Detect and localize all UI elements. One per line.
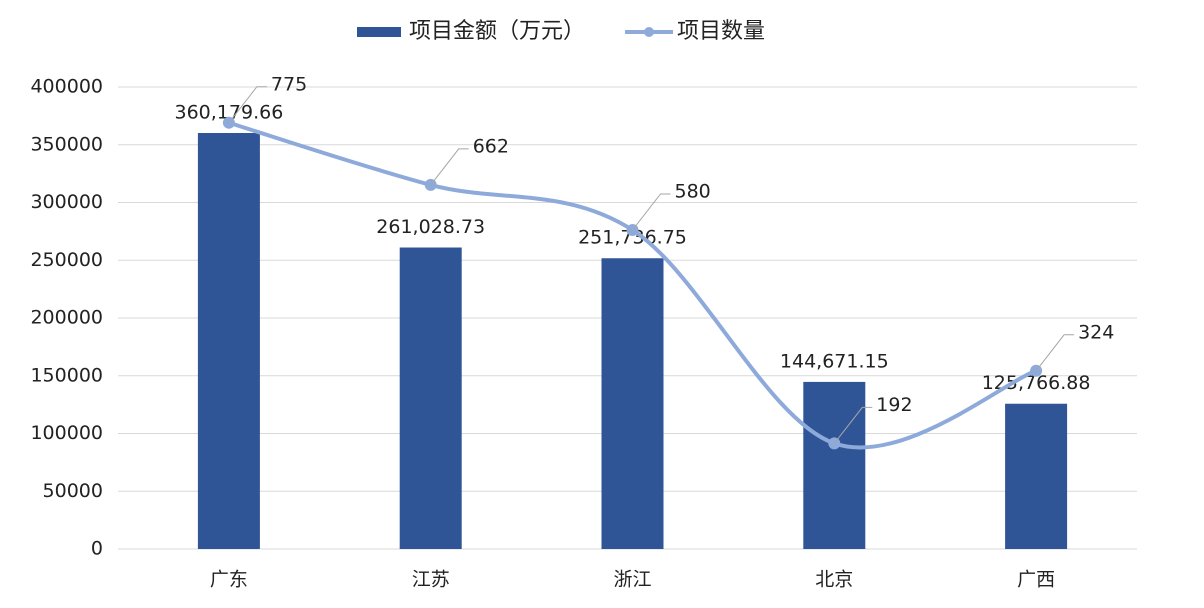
data-label: 192 — [876, 394, 912, 416]
data-label: 662 — [473, 135, 509, 157]
leader-line — [228, 86, 267, 124]
x-tick-label: 江苏 — [412, 569, 450, 591]
data-label: 144,671.15 — [780, 350, 889, 372]
legend-swatch — [644, 27, 655, 37]
legend-label: 项目金额（万元） — [409, 19, 585, 44]
y-tick-label: 300000 — [30, 191, 103, 213]
leader-line — [632, 193, 671, 231]
x-tick-label: 广东 — [210, 569, 248, 591]
x-tick-label: 广西 — [1017, 569, 1055, 591]
data-label: 580 — [675, 181, 711, 203]
bar — [803, 381, 866, 549]
data-label: 251,736.75 — [578, 227, 687, 249]
bar — [399, 247, 462, 549]
y-tick-label: 400000 — [30, 76, 103, 98]
data-label: 125,766.88 — [982, 372, 1091, 394]
legend-label: 项目数量 — [677, 19, 765, 44]
y-tick-label: 250000 — [30, 249, 103, 271]
bar — [197, 132, 260, 549]
line — [228, 120, 1037, 450]
x-tick-label: 浙江 — [613, 569, 651, 591]
y-tick-label: 0 — [91, 538, 103, 560]
y-tick-label: 50000 — [43, 480, 103, 502]
y-tick-label: 200000 — [30, 307, 103, 329]
leader-line — [430, 148, 469, 186]
data-label: 261,028.73 — [376, 216, 485, 238]
data-label: 324 — [1078, 321, 1114, 343]
y-tick-label: 100000 — [30, 422, 103, 444]
y-tick-label: 350000 — [30, 133, 103, 155]
leader-line — [1035, 334, 1075, 372]
legend-swatch — [357, 27, 401, 37]
data-label: 775 — [271, 73, 307, 95]
bar — [1005, 403, 1068, 549]
x-tick-label: 北京 — [815, 569, 853, 591]
bar — [601, 258, 664, 549]
leader-line — [833, 406, 873, 444]
data-label: 360,179.66 — [175, 101, 284, 123]
y-tick-label: 150000 — [30, 364, 103, 386]
